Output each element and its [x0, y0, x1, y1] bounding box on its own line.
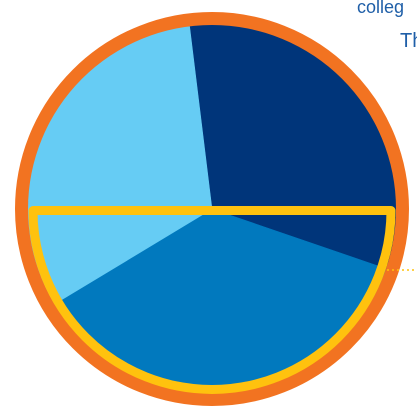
pie-slice-1: [188, 25, 396, 219]
pie-slices: [28, 25, 396, 393]
highlighted-region-outline: [28, 206, 396, 394]
outer-ring: [15, 12, 409, 406]
heading-text-line-2: Th: [400, 30, 417, 52]
pie-slice-5: [28, 25, 213, 210]
heading-text-line-1: colleg: [357, 0, 405, 17]
